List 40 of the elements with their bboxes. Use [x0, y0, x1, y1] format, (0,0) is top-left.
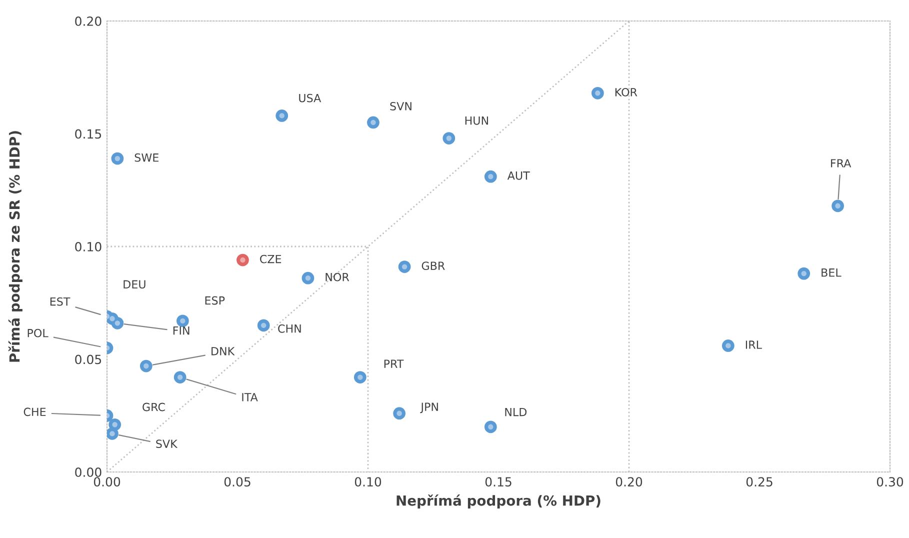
- annotation: SWE: [134, 153, 158, 162]
- annotation: ESP: [205, 296, 225, 305]
- annotation: GRC: [142, 402, 165, 412]
- annotation: NLD: [505, 408, 527, 416]
- annotation: DEU: [124, 280, 146, 289]
- annotation: BEL: [822, 268, 842, 277]
- x-tick-label: 0.15: [485, 477, 512, 487]
- annotation: CZE: [260, 254, 282, 264]
- y-axis-title: Přímá podpora ze SR (% HDP): [8, 131, 22, 362]
- x-tick-label: 0.30: [876, 477, 904, 487]
- x-axis-title: Nepřímá podpora (% HDP): [396, 494, 600, 509]
- x-tick-label: 0.25: [746, 477, 772, 487]
- annotation: GBR: [422, 262, 445, 270]
- annotation: ITA: [242, 393, 258, 402]
- annotation: FRA: [831, 159, 852, 168]
- annotation: DNK: [212, 347, 235, 356]
- annotation: POL: [28, 328, 48, 338]
- annotation: AUT: [507, 172, 530, 180]
- y-tick-label: 0.10: [75, 242, 102, 252]
- annotation: USA: [299, 94, 322, 102]
- annotation: SVK: [156, 440, 178, 448]
- x-tick-label: 0.00: [94, 477, 120, 487]
- y-tick-label: 0.00: [75, 467, 102, 477]
- annotation: KOR: [615, 88, 638, 96]
- annotation: CHE: [24, 408, 46, 416]
- y-tick-label: 0.20: [75, 16, 102, 26]
- annotation: JPN: [420, 402, 438, 414]
- annotation: NOR: [326, 272, 350, 282]
- annotation: CHN: [278, 324, 301, 333]
- annotation: IRL: [746, 340, 762, 349]
- annotation: EST: [50, 297, 70, 306]
- y-tick-label: 0.15: [75, 129, 102, 139]
- x-tick-label: 0.10: [354, 477, 382, 487]
- x-tick-label: 0.20: [616, 477, 642, 487]
- x-tick-label: 0.05: [224, 477, 250, 487]
- annotation: HUN: [465, 116, 488, 125]
- y-tick-label: 0.05: [75, 354, 102, 364]
- annotation: FIN: [173, 326, 190, 335]
- annotation: PRT: [384, 360, 404, 368]
- annotation: SVN: [390, 102, 412, 110]
